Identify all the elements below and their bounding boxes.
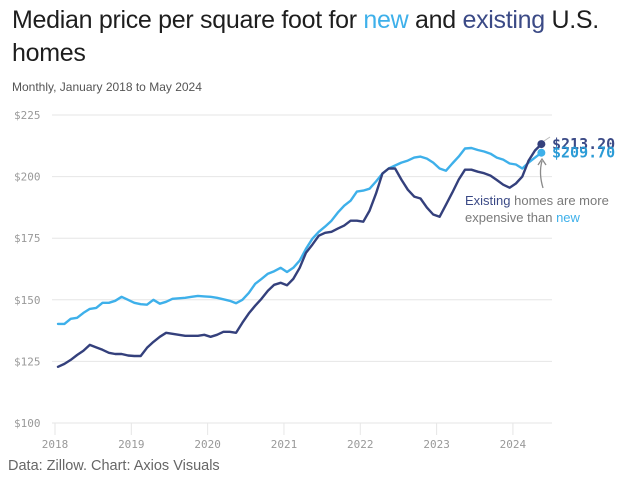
annotation-word-existing: Existing — [465, 193, 511, 208]
y-axis: $100 $125 $150 $175 $200 $225 — [14, 109, 41, 430]
y-tick-label: $225 — [14, 109, 41, 122]
y-tick-label: $175 — [14, 232, 41, 245]
annotation-text: Existing homes are more expensive than n… — [465, 193, 615, 226]
title-text-2: and — [408, 6, 463, 34]
end-markers: $213.20$209.70 — [537, 135, 615, 162]
series-lines — [56, 142, 543, 368]
source-note: Data: Zillow. Chart: Axios Visuals — [8, 458, 220, 474]
gridlines — [52, 114, 552, 424]
chart-subtitle: Monthly, January 2018 to May 2024 — [12, 80, 202, 94]
chart-title: Median price per square foot for new and… — [12, 4, 622, 70]
title-text-1: Median price per square foot for — [12, 6, 364, 34]
y-tick-label: $200 — [14, 171, 41, 184]
annotation-word-new: new — [556, 209, 580, 225]
y-tick-label: $150 — [14, 294, 41, 307]
x-tick-label: 2019 — [118, 438, 145, 451]
x-tick-label: 2021 — [271, 438, 298, 451]
y-tick-label: $125 — [14, 355, 41, 368]
series-line-existing — [56, 142, 543, 368]
title-text-3: U.S. homes — [12, 6, 599, 67]
title-word-existing: existing — [462, 6, 545, 34]
end-dot-existing — [537, 140, 546, 149]
end-label-existing: $213.20 — [552, 135, 615, 153]
x-tick-label: 2024 — [500, 438, 527, 451]
arrow-line — [539, 160, 544, 189]
x-tick-label: 2022 — [347, 438, 374, 451]
x-axis: 2018 2019 2020 2021 2022 2023 2024 — [42, 423, 527, 451]
x-tick-label: 2018 — [42, 438, 69, 451]
end-dot-new — [537, 148, 546, 157]
y-tick-label: $100 — [14, 417, 41, 430]
title-word-new: new — [363, 6, 409, 34]
annotation-arrow — [537, 136, 551, 189]
end-label-new: $209.70 — [552, 144, 615, 162]
leader-line — [543, 136, 551, 142]
series-line-new — [56, 146, 543, 326]
x-tick-label: 2020 — [194, 438, 221, 451]
arrow-head — [537, 157, 547, 166]
annotation-middle: homes are more expensive than — [465, 193, 609, 225]
x-tick-label: 2023 — [423, 438, 450, 451]
